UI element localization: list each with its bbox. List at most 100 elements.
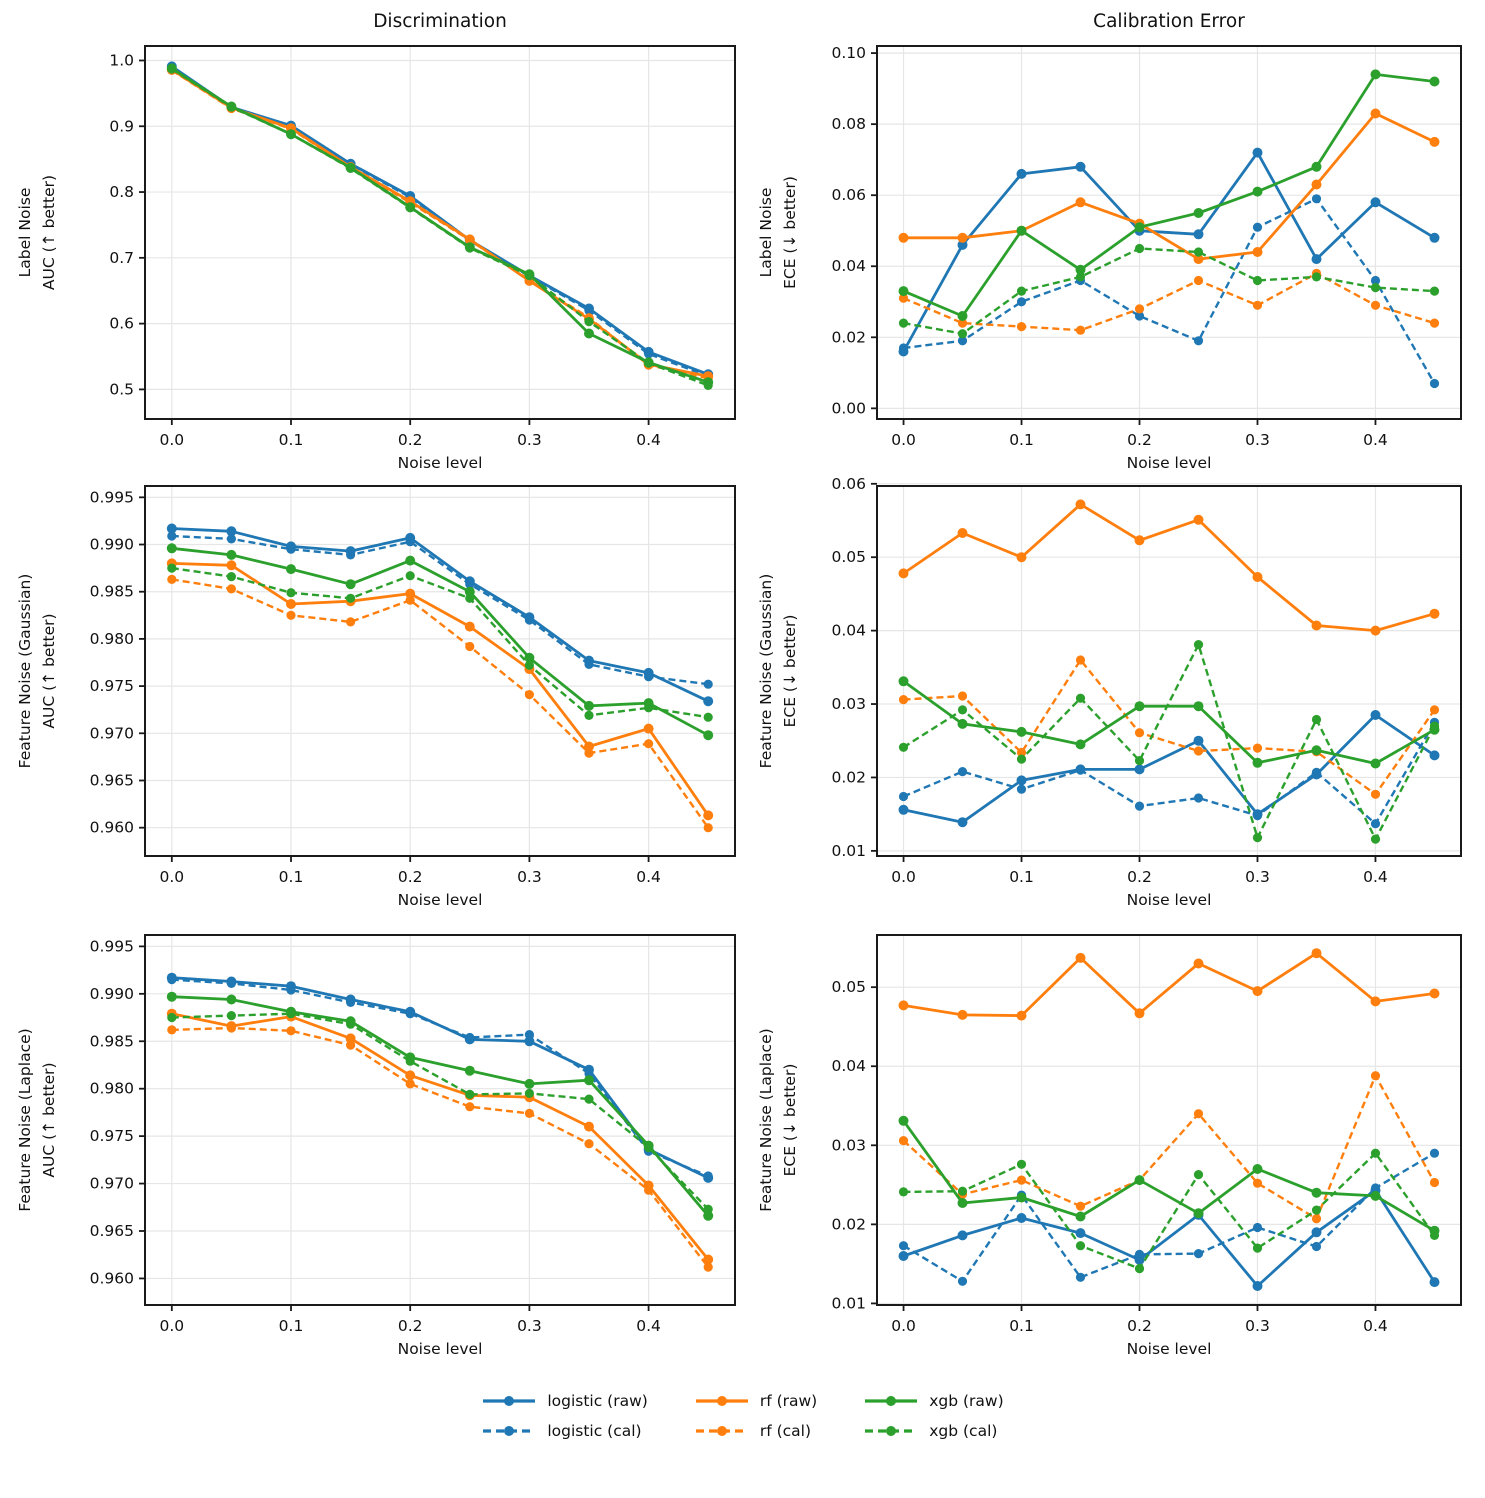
data-point <box>465 579 475 589</box>
data-point <box>584 1121 594 1132</box>
data-point <box>1429 318 1440 328</box>
data-point <box>1252 572 1263 582</box>
data-point <box>1193 275 1204 286</box>
data-point <box>957 691 968 701</box>
data-point <box>644 358 654 368</box>
y-tick-label: 0.05 <box>831 548 866 566</box>
data-point <box>644 703 654 713</box>
data-point <box>465 235 475 245</box>
data-point <box>1075 1272 1086 1282</box>
series-xgb-cal <box>898 1148 1440 1274</box>
data-point <box>1193 247 1204 257</box>
x-tick-label: 0.0 <box>891 868 916 886</box>
data-point <box>465 1089 475 1099</box>
data-point <box>703 810 714 821</box>
data-point <box>957 705 968 715</box>
data-point <box>226 994 237 1005</box>
legend-label: logistic (raw) <box>547 1392 648 1410</box>
series-rf-cal <box>898 268 1440 335</box>
axes-spines <box>144 45 736 420</box>
data-point <box>584 659 594 670</box>
data-point <box>1193 254 1204 265</box>
data-point <box>1429 1277 1440 1288</box>
axes-spines <box>876 934 1462 1306</box>
y-tick-label: 0.990 <box>90 985 134 1003</box>
data-point <box>1370 996 1381 1007</box>
data-point <box>1252 147 1263 158</box>
y-tick-label: 0.02 <box>831 1215 866 1233</box>
data-point <box>1134 304 1145 314</box>
data-point <box>1016 168 1027 179</box>
data-point <box>286 588 296 598</box>
data-point <box>167 574 177 585</box>
y-tick-label: 0.7 <box>109 249 134 267</box>
data-point <box>226 549 237 560</box>
data-point <box>167 975 177 985</box>
data-point <box>1311 745 1322 756</box>
data-point <box>898 695 909 705</box>
y-tick-label: 0.995 <box>90 937 134 955</box>
data-point <box>1311 194 1322 204</box>
data-point <box>1075 161 1086 172</box>
data-point <box>584 1094 594 1104</box>
series-logistic-raw <box>898 710 1440 828</box>
data-point <box>703 380 713 390</box>
x-tick-label: 0.1 <box>279 868 304 886</box>
legend-grid: logistic (raw) rf (raw) xgb (raw) logist… <box>481 1392 1004 1440</box>
data-point <box>465 243 475 253</box>
data-point <box>1134 535 1145 546</box>
y-tick-label: 0.9 <box>109 117 134 135</box>
data-point <box>405 537 415 547</box>
data-point <box>226 526 237 537</box>
y-tick-label: 0.01 <box>831 1294 866 1312</box>
y-tick-label: 0.960 <box>90 1269 134 1287</box>
legend-sample-line-icon <box>695 1396 748 1406</box>
data-point <box>1311 161 1322 172</box>
data-point <box>286 1026 296 1036</box>
legend-sample-line-icon <box>865 1426 918 1436</box>
data-point <box>957 239 968 250</box>
data-point <box>1429 232 1440 243</box>
y-tick-label: 0.975 <box>90 677 134 695</box>
data-point <box>1429 76 1440 87</box>
series-xgb-raw <box>898 69 1440 321</box>
data-point <box>405 1056 415 1066</box>
axes-spines <box>144 485 736 857</box>
data-point <box>1016 1175 1027 1185</box>
data-point <box>1370 108 1381 119</box>
y-tick-label: 0.965 <box>90 771 134 789</box>
legend-item-rf-cal: rf (cal) <box>694 1422 817 1440</box>
data-point <box>1311 1214 1322 1224</box>
data-point <box>1075 264 1086 275</box>
data-point <box>703 1262 713 1272</box>
tick-labels: 0.0 0.1 0.2 0.3 0.4 0.05 0.04 0.03 0.02 0.01 <box>831 978 1387 1335</box>
data-point <box>1075 272 1086 282</box>
series-rf-cal <box>167 1023 713 1272</box>
data-point <box>1311 179 1322 190</box>
data-point <box>644 1142 654 1153</box>
y-axis-label-line: Feature Noise (Laplace) <box>757 1028 775 1211</box>
legend-item-xgb-cal: xgb (cal) <box>863 1422 1003 1440</box>
data-point <box>1311 620 1322 631</box>
x-tick-label: 0.0 <box>159 1317 184 1335</box>
data-point <box>898 318 909 328</box>
data-point <box>957 1009 968 1020</box>
series-xgb-cal <box>898 640 1440 844</box>
data-point <box>166 543 177 554</box>
x-tick-label: 0.4 <box>1363 1317 1388 1335</box>
data-point <box>346 593 356 603</box>
y-tick-label: 0.995 <box>90 488 134 506</box>
data-point <box>167 64 177 74</box>
data-point <box>1252 300 1263 310</box>
y-tick-label: 0.970 <box>90 724 134 742</box>
x-tick-label: 0.3 <box>1245 868 1270 886</box>
data-point <box>1193 1109 1204 1119</box>
y-tick-label: 0.03 <box>831 1136 866 1154</box>
x-tick-label: 0.2 <box>1127 1317 1152 1335</box>
data-point <box>1134 1264 1145 1274</box>
data-point <box>1193 701 1204 712</box>
series-logistic-cal <box>167 975 713 1181</box>
series-xgb-cal <box>898 243 1440 339</box>
data-point <box>1075 765 1086 775</box>
